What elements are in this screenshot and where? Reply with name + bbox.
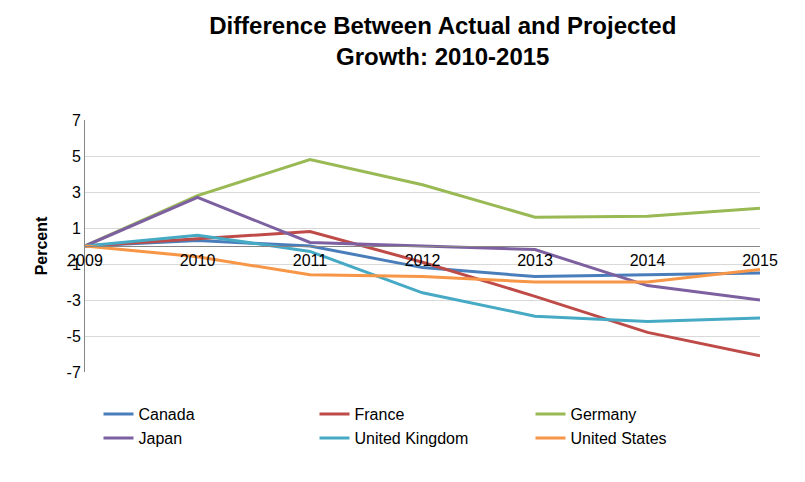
- svg-text:3: 3: [72, 184, 81, 201]
- svg-text:1: 1: [72, 220, 81, 237]
- svg-text:2009: 2009: [67, 252, 103, 269]
- svg-text:2014: 2014: [630, 252, 666, 269]
- svg-text:2013: 2013: [517, 252, 553, 269]
- svg-text:United Kingdom: United Kingdom: [355, 430, 469, 447]
- svg-text:United States: United States: [571, 430, 667, 447]
- svg-text:-1: -1: [67, 256, 81, 273]
- svg-text:Germany: Germany: [571, 406, 637, 423]
- svg-text:-3: -3: [67, 292, 81, 309]
- svg-text:Difference Between Actual and: Difference Between Actual and ProjectedG…: [209, 12, 676, 70]
- svg-text:Canada: Canada: [139, 406, 195, 423]
- svg-text:2012: 2012: [405, 252, 441, 269]
- svg-text:2010: 2010: [180, 252, 216, 269]
- svg-text:France: France: [355, 406, 405, 423]
- svg-text:Japan: Japan: [139, 430, 183, 447]
- svg-text:5: 5: [72, 148, 81, 165]
- svg-text:-5: -5: [67, 328, 81, 345]
- svg-text:2015: 2015: [742, 252, 778, 269]
- svg-text:Percent: Percent: [33, 216, 50, 275]
- svg-text:2011: 2011: [293, 252, 328, 269]
- svg-text:-7: -7: [67, 364, 81, 381]
- svg-text:7: 7: [72, 112, 81, 129]
